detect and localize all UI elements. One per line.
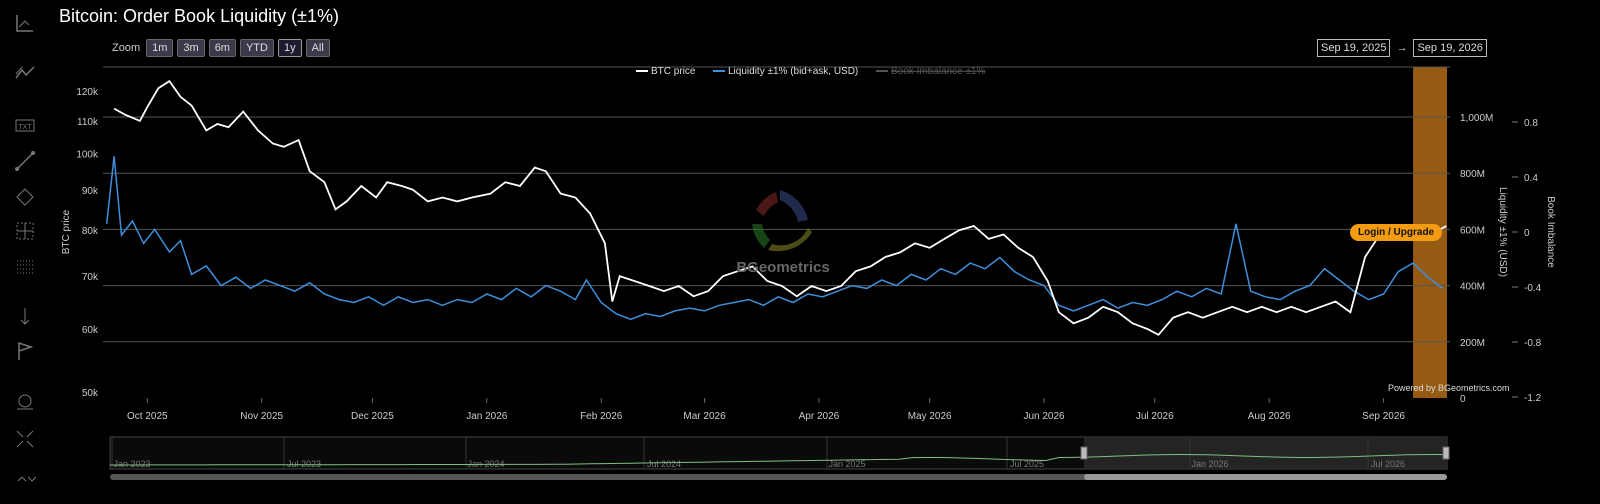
collapse-icon[interactable] [14, 468, 36, 490]
x-tick-label: Feb 2026 [580, 411, 623, 422]
watermark-logo-icon: BGeometrics [736, 190, 830, 276]
y-right-tick-label: 400M [1460, 282, 1485, 293]
text-icon[interactable]: TXT [14, 115, 36, 137]
trend-icon[interactable] [14, 62, 36, 84]
powered-by-credit[interactable]: Powered by BGeometrics.com [1388, 383, 1510, 393]
zoom-label: Zoom [112, 42, 141, 54]
y-left-tick-label: 50k [82, 388, 99, 399]
navigator-label: Jan 2026 [1191, 459, 1228, 469]
y-left-tick-label: 100k [76, 150, 99, 161]
legend-item[interactable]: Liquidity ±1% (bid+ask, USD) [728, 66, 858, 77]
x-tick-label: Sep 2026 [1362, 411, 1405, 422]
date-arrow: → [1396, 42, 1408, 54]
liquidity-series-line [105, 156, 1444, 321]
crosshair-box-icon[interactable] [14, 220, 36, 242]
zoom-icon[interactable] [14, 392, 36, 414]
date-to-input[interactable]: Sep 19, 2026 [1413, 39, 1487, 57]
y-right-tick-label: 1,000M [1460, 113, 1493, 124]
date-range-selector: Sep 19, 2025 → Sep 19, 2026 [1317, 39, 1487, 57]
legend-item[interactable]: Book Imbalance ±1% [891, 66, 986, 77]
y-right-axis-title: Liquidity ±1% (USD) [1497, 187, 1508, 277]
zoom-6m-button[interactable]: 6m [208, 39, 236, 57]
x-tick-label: Oct 2025 [127, 411, 168, 422]
line-draw-icon[interactable] [14, 150, 36, 172]
navigator-selection [1084, 437, 1447, 469]
btc-price-series-line [113, 79, 1447, 336]
x-tick-label: May 2026 [908, 411, 952, 422]
zoom-1m-button[interactable]: 1m [146, 39, 174, 57]
navigator-label: Jul 2026 [1371, 459, 1405, 469]
x-tick-label: Jun 2026 [1023, 411, 1065, 422]
imbalance-tick-label: -0.8 [1524, 338, 1542, 349]
x-tick-label: Jan 2026 [466, 411, 508, 422]
x-tick-label: Mar 2026 [683, 411, 726, 422]
fullscreen-icon[interactable] [14, 428, 36, 450]
x-tick-label: Jul 2026 [1136, 411, 1174, 422]
y-left-tick-label: 110k [77, 117, 99, 128]
shapes-icon[interactable] [14, 186, 36, 208]
login-upgrade-button[interactable]: Login / Upgrade [1350, 224, 1443, 241]
navigator-handle[interactable] [1080, 446, 1088, 460]
imbalance-tick-label: -0.4 [1524, 283, 1542, 294]
drawing-toolbar: TXT [0, 0, 50, 504]
navigator-handle[interactable] [1442, 446, 1450, 460]
line-chart-icon[interactable] [14, 12, 36, 34]
imbalance-tick-label: -1.2 [1524, 393, 1542, 404]
x-tick-label: Apr 2026 [799, 411, 840, 422]
imbalance-tick-label: 0.4 [1524, 173, 1538, 184]
y-left-tick-label: 70k [82, 272, 99, 283]
imbalance-tick-label: 0 [1524, 228, 1530, 239]
navigator-scrollbar-thumb[interactable] [1084, 474, 1447, 480]
date-from-input[interactable]: Sep 19, 2025 [1317, 39, 1391, 57]
y-left-tick-label: 90k [82, 186, 99, 197]
y-right-tick-label: 600M [1460, 225, 1485, 236]
x-tick-label: Nov 2025 [240, 411, 283, 422]
legend-item[interactable]: BTC price [651, 66, 696, 77]
imbalance-tick-label: 0.8 [1524, 118, 1538, 129]
zoom-controls: Zoom 1m 3m 6m YTD 1y All [112, 39, 330, 57]
navigator-label: Jul 2024 [647, 459, 681, 469]
watermark-logo: BGeometrics [728, 180, 838, 280]
measure-icon[interactable] [14, 306, 36, 328]
y-right-tick-label: 0 [1460, 394, 1466, 405]
navigator-label: Jul 2025 [1010, 459, 1044, 469]
navigator-label: Jan 2023 [113, 459, 150, 469]
navigator-label: Jul 2023 [287, 459, 321, 469]
flag-icon[interactable] [14, 340, 36, 362]
y-left-tick-label: 80k [82, 226, 99, 237]
watermark-text: BGeometrics [736, 259, 829, 276]
x-tick-label: Aug 2026 [1248, 411, 1291, 422]
zoom-1y-button[interactable]: 1y [277, 39, 302, 57]
imbalance-axis-title: Book Imbalance [1545, 196, 1556, 268]
chart-title: Bitcoin: Order Book Liquidity (±1%) [59, 6, 339, 26]
zoom-3m-button[interactable]: 3m [177, 39, 205, 57]
navigator-label: Jan 2025 [828, 459, 865, 469]
y-left-tick-label: 120k [76, 87, 99, 98]
y-left-tick-label: 60k [82, 325, 99, 336]
y-right-tick-label: 200M [1460, 338, 1485, 349]
zoom-all-button[interactable]: All [305, 39, 330, 57]
svg-text:TXT: TXT [18, 124, 32, 131]
zoom-ytd-button[interactable]: YTD [239, 39, 274, 57]
x-tick-label: Dec 2025 [351, 411, 394, 422]
y-right-tick-label: 800M [1460, 169, 1485, 180]
y-left-axis-title: BTC price [61, 209, 72, 254]
navigator-series-line [110, 453, 1448, 466]
